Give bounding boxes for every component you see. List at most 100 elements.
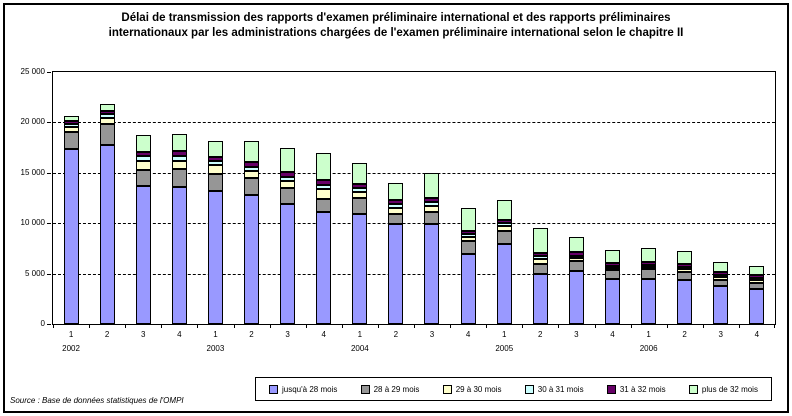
x-tick-label: 3 [574,330,579,339]
x-tick-label: 2 [249,330,254,339]
bar-segment [604,279,620,324]
bar-segment [460,231,476,234]
x-axis-tick [702,325,704,328]
bar-slot [378,72,414,324]
bar-segment [424,198,440,202]
bar-slot [270,72,306,324]
x-axis-tick [558,325,560,328]
bar-slot [161,72,197,324]
bar-slot [703,72,739,324]
year-label: 2002 [62,344,80,353]
y-axis-tick [47,324,51,325]
bar-segment [99,104,115,111]
bar-slot [197,72,233,324]
bar-segment [713,286,729,324]
bar-slot [739,72,775,324]
bar-segment [207,161,223,165]
bars-layer [53,72,775,324]
bar-segment [280,181,296,188]
bar-segment [677,280,693,324]
bar-slot [53,72,89,324]
bar-segment [604,263,620,266]
bar-segment [63,121,79,124]
x-tick-label: 4 [754,330,760,339]
bar-segment [352,188,368,192]
bar-segment [460,241,476,254]
bar-segment [713,277,729,280]
bar-segment [207,165,223,174]
bar-segment [677,251,693,264]
x-tick-label: 1 [501,330,507,339]
bar-segment [99,114,115,118]
bar-segment [749,289,765,324]
bar-slot [233,72,269,324]
bar-segment [749,278,765,280]
bar-segment [677,269,693,272]
bar [207,141,223,324]
x-axis-tick [269,325,271,328]
bar-segment [749,280,765,283]
bar-segment [496,200,512,220]
bar-slot [631,72,667,324]
bar [496,200,512,324]
bar-segment [604,250,620,263]
bar-segment [171,161,187,169]
y-tick-label: 5 000 [24,268,45,278]
x-axis-tick [594,325,596,328]
bar-segment [604,268,620,270]
bar-slot [486,72,522,324]
bar-slot [89,72,125,324]
bar-segment [532,256,548,259]
bar-segment [677,264,693,267]
x-axis-tick [450,325,452,328]
legend-item: 29 à 30 mois [442,384,502,394]
y-tick-label: 10 000 [20,218,45,228]
legend: jusqu'à 28 mois 28 à 29 mois 29 à 30 mois 3… [255,377,772,401]
bar-segment [532,259,548,264]
bar-segment [63,132,79,149]
x-axis-tick [161,325,163,328]
y-tick-label: 20 000 [20,117,45,127]
bar-segment [280,148,296,172]
bar-slot [558,72,594,324]
bar-segment [316,199,332,212]
bar-segment [460,254,476,324]
bar-segment [460,234,476,237]
legend-label: 29 à 30 mois [455,384,502,394]
bar-segment [641,279,657,324]
bar [280,148,296,324]
bar-segment [316,212,332,324]
bar-segment [63,127,79,132]
bar-segment [135,170,151,186]
bar-segment [532,253,548,256]
bar-segment [244,141,260,162]
bar [63,116,79,324]
x-tick-label: 2 [393,330,399,339]
bar [244,141,260,324]
gridline [53,223,775,225]
x-axis-tick [774,325,775,328]
x-tick-label: 2 [104,330,110,339]
bar-segment [135,161,151,170]
bar-segment [280,177,296,181]
outer-border [3,3,789,413]
x-axis-tick [738,325,740,328]
y-axis-tick [47,223,51,225]
legend-color-chip [524,384,534,394]
bar-segment [532,274,548,324]
legend-color-chip [688,384,698,394]
y-axis-tick [47,72,51,73]
legend-item: jusqu'à 28 mois [269,384,337,394]
bar-segment [63,149,79,324]
bar-segment [171,169,187,187]
bar-segment [280,188,296,204]
legend-label: 28 à 29 mois [373,384,420,394]
bar [171,134,187,324]
bar-segment [532,264,548,274]
bar-segment [424,224,440,324]
bar-segment [677,272,693,280]
bar-segment [677,267,693,269]
bar [713,262,729,324]
chart-title: Délai de transmission des rapports d'exa… [0,11,792,41]
y-tick-label: 15 000 [20,167,45,177]
